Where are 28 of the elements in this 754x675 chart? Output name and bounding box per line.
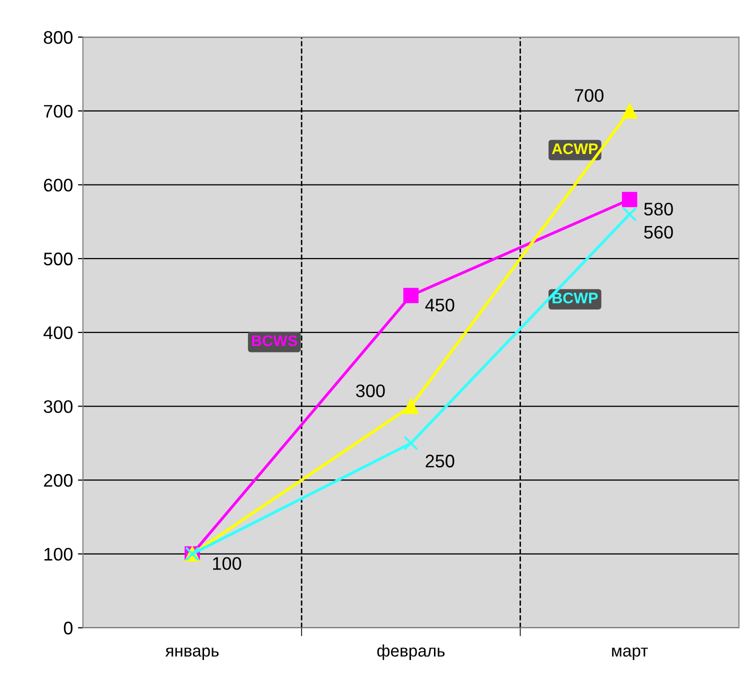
x-tick-label: январь — [165, 648, 219, 660]
data-label: 580 — [644, 202, 673, 216]
y-tick-label: 200 — [44, 474, 73, 487]
series-label: BCWP — [552, 292, 598, 304]
point — [403, 288, 419, 304]
y-tick-label: 500 — [44, 252, 73, 266]
data-label: 300 — [356, 384, 385, 398]
data-label: 100 — [213, 557, 242, 570]
y-tick-label: 700 — [44, 104, 73, 118]
series-label: ACWP — [552, 143, 598, 154]
text: BCWS — [252, 335, 298, 346]
point — [622, 103, 638, 119]
data-label: 450 — [425, 298, 454, 312]
y-tick-label: 800 — [44, 31, 73, 44]
point — [404, 436, 418, 450]
data-label: 700 — [574, 89, 604, 102]
point — [403, 398, 419, 414]
data-label: 560 — [644, 226, 673, 239]
x-tick-label: февраль — [377, 644, 445, 660]
y-tick-label: 300 — [44, 400, 73, 413]
x-tick-label: март — [612, 648, 648, 660]
y-tick-label: 400 — [44, 326, 73, 340]
y-tick-label: 600 — [44, 178, 73, 192]
y-tick-label: 0 — [64, 622, 73, 634]
data-label: 250 — [426, 454, 454, 468]
point — [622, 192, 638, 208]
y-tick-label: 100 — [44, 548, 73, 561]
point — [622, 207, 637, 222]
